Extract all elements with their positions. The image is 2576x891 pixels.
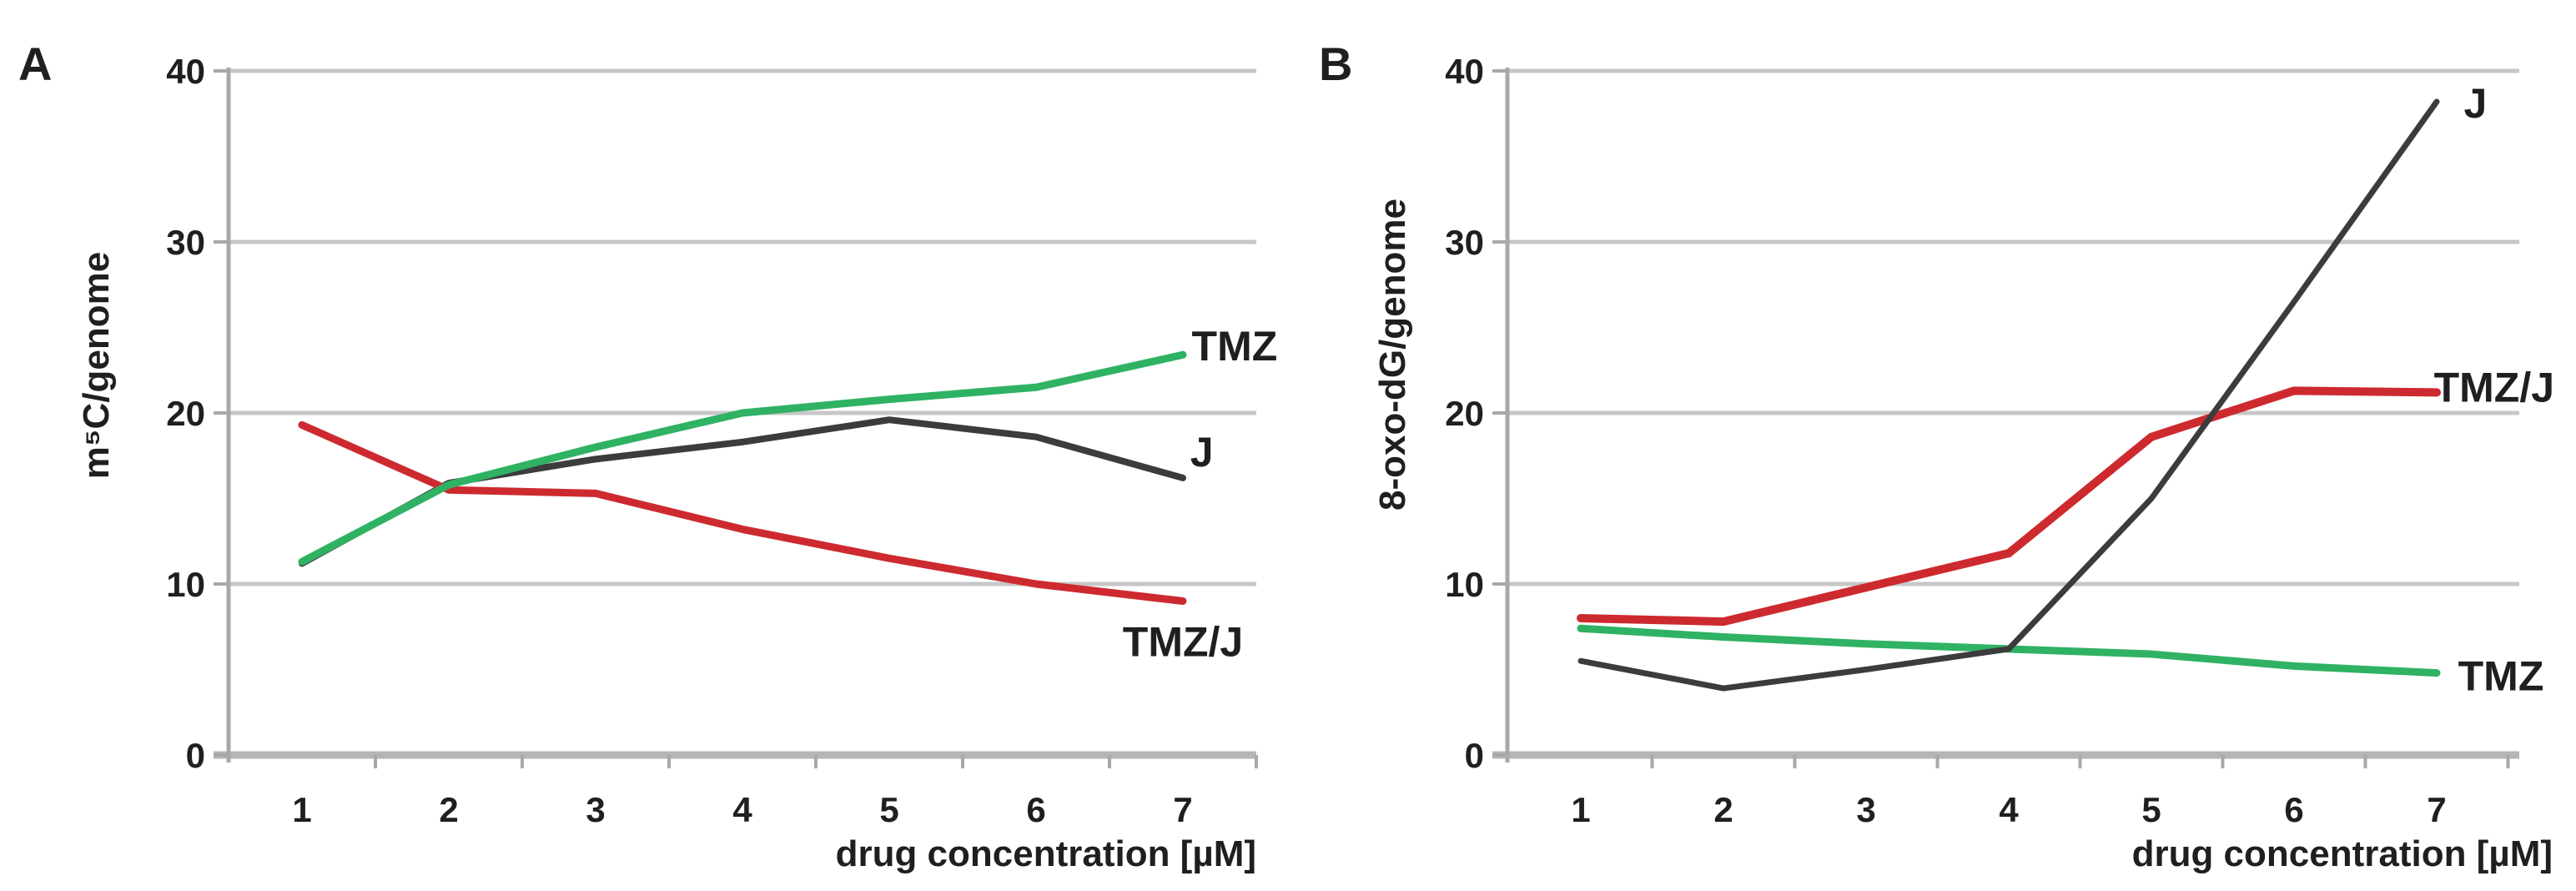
- y-axis-title: m⁵C/genome: [76, 252, 117, 480]
- x-tick-label-4: 4: [1999, 790, 2019, 829]
- x-tick-label-2: 2: [1713, 790, 1733, 829]
- x-tick-label-3: 3: [1856, 790, 1875, 829]
- y-tick-label-30: 30: [166, 223, 205, 262]
- y-tick-label-30: 30: [1445, 223, 1484, 262]
- y-axis-title: 8-oxo-dG/genome: [1372, 199, 1413, 511]
- y-tick-label-10: 10: [166, 565, 205, 604]
- chart-m5c-per-genome: 0 10 20 30 40 1 2 3 4 5 6 7 J TMZ/J TMZ drug concentrat…: [76, 52, 1278, 874]
- series-line-tmz-j: [298, 420, 1187, 605]
- y-tick-label-20: 20: [166, 394, 205, 433]
- x-tick-label-3: 3: [586, 790, 605, 829]
- x-tick-label-5: 5: [2141, 790, 2161, 829]
- y-tick-label-20: 20: [1445, 394, 1484, 433]
- series-label-j: J: [2463, 80, 2487, 127]
- series-label-tmz: TMZ: [1192, 323, 1278, 370]
- series-label-tmz-j: TMZ/J: [1123, 619, 1243, 666]
- panel-a: A 0 10 20 30 40 1 2 3 4 5 6 7 J TMZ/J TMZ drug concentr…: [18, 38, 1278, 874]
- x-tick-label-7: 7: [2427, 790, 2446, 829]
- series-label-tmz-j: TMZ/J: [2434, 364, 2554, 410]
- y-tick-label-40: 40: [166, 52, 205, 91]
- panel-b-letter: B: [1319, 38, 1353, 90]
- x-tick-label-1: 1: [1571, 790, 1590, 829]
- x-tick-label-1: 1: [292, 790, 311, 829]
- series-label-tmz: TMZ: [2458, 653, 2544, 700]
- x-tick-label-6: 6: [1026, 790, 1045, 829]
- series-line-tmz: [298, 350, 1187, 566]
- x-tick-label-2: 2: [439, 790, 458, 829]
- x-axis-title: drug concentration [µM]: [836, 833, 1256, 874]
- series-label-j: J: [1190, 429, 1214, 476]
- y-tick-label-40: 40: [1445, 52, 1484, 91]
- x-tick-label-6: 6: [2284, 790, 2303, 829]
- panel-a-letter: A: [18, 38, 53, 90]
- y-tick-label-10: 10: [1445, 565, 1484, 604]
- y-tick-label-0: 0: [186, 736, 205, 775]
- series-line-tmz-j: [1577, 386, 2441, 627]
- y-tick-label-0: 0: [1465, 736, 1484, 775]
- x-tick-label-5: 5: [879, 790, 898, 829]
- series-line-j: [1577, 98, 2440, 692]
- x-tick-label-4: 4: [732, 790, 752, 829]
- x-tick-label-7: 7: [1173, 790, 1192, 829]
- x-axis-title: drug concentration [µM]: [2132, 833, 2553, 874]
